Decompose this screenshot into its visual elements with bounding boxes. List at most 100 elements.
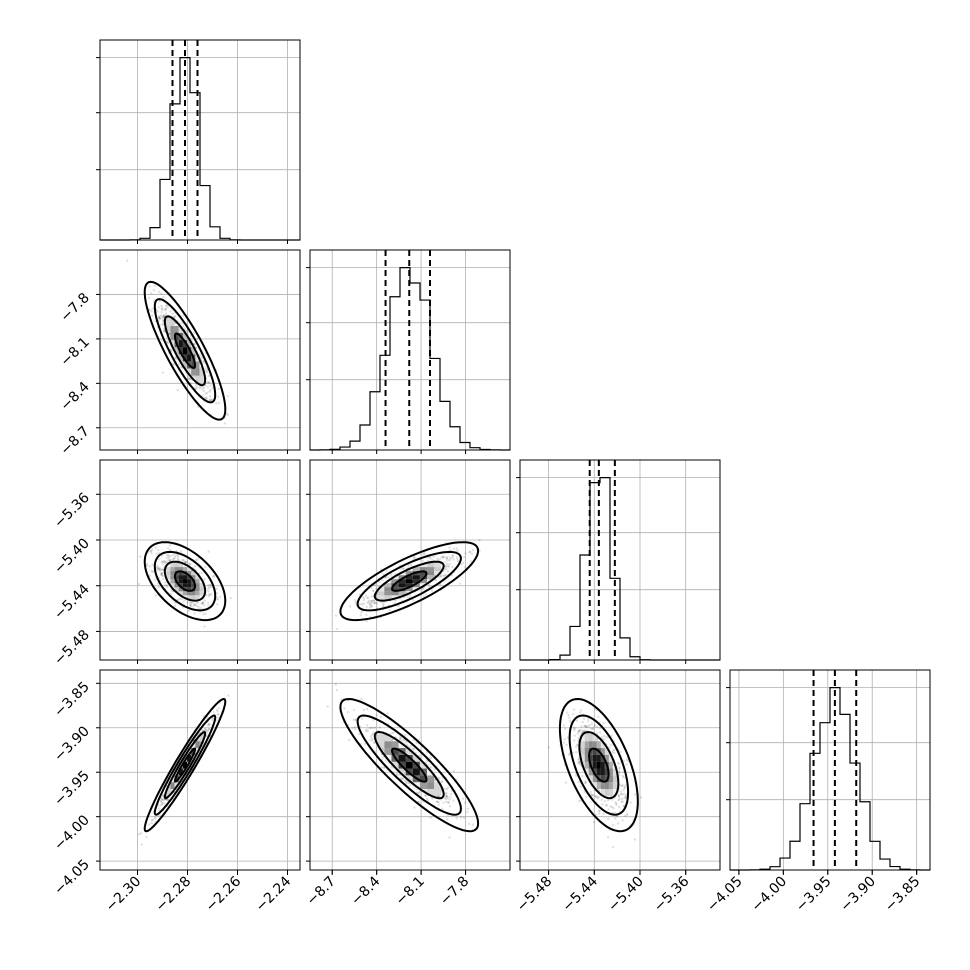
sample-point [593, 707, 596, 711]
sample-point [577, 758, 580, 761]
sample-point [441, 555, 445, 558]
sample-point [373, 741, 376, 744]
sample-point [445, 797, 448, 800]
panel-frame [309, 249, 511, 451]
sample-point [617, 761, 620, 765]
sample-point [160, 803, 164, 806]
density-cell [604, 754, 609, 762]
sample-point [211, 387, 214, 390]
sample-point [160, 574, 164, 577]
sample-point [427, 763, 430, 767]
sample-point [406, 596, 409, 599]
sample-point [578, 762, 581, 765]
density-cell [174, 563, 179, 568]
sample-point [373, 726, 377, 729]
sample-point [369, 603, 372, 606]
sample-point [166, 798, 170, 801]
sample-point [573, 727, 577, 730]
sample-point [404, 733, 407, 737]
sample-point [139, 831, 143, 835]
density-cell [199, 368, 204, 376]
density-cell [195, 575, 200, 580]
sample-point [157, 306, 160, 309]
contour-level-3 [143, 541, 227, 622]
sample-point [195, 384, 198, 387]
sample-point [207, 594, 210, 598]
sample-point [173, 363, 176, 367]
sample-point [613, 748, 616, 752]
sample-point [205, 397, 208, 400]
sample-point [153, 284, 157, 288]
density-cell [612, 782, 617, 790]
contour-level-0 [173, 570, 197, 592]
contour-level-1 [163, 560, 207, 602]
sample-point [446, 796, 449, 799]
sample-point [162, 314, 166, 317]
density-cell [398, 591, 406, 596]
sample-point [155, 552, 158, 556]
sample-point [378, 580, 381, 583]
sample-point [583, 729, 587, 732]
sample-point [589, 727, 592, 730]
sample-point [575, 719, 579, 722]
sample-point [189, 604, 192, 607]
sample-point [193, 604, 197, 607]
sample-point [446, 556, 449, 559]
sample-point [164, 309, 167, 312]
sample-point [443, 555, 446, 559]
sample-point [370, 600, 373, 603]
density-cell [391, 595, 399, 600]
density-cell [612, 789, 617, 796]
density-cell [170, 571, 175, 576]
sample-point [199, 606, 202, 610]
scatter-panel-2-3 [519, 669, 721, 871]
sample-point [629, 801, 633, 804]
sample-point [594, 794, 598, 798]
sample-point [198, 386, 202, 390]
sample-point [202, 603, 206, 606]
sample-point [448, 798, 451, 801]
density-cell [580, 748, 585, 755]
sample-point [367, 596, 370, 599]
sample-point [181, 597, 184, 601]
density-cell [592, 782, 597, 790]
sample-point [160, 310, 163, 314]
sample-point [166, 546, 170, 550]
sample-point [193, 612, 196, 615]
sample-point [394, 599, 397, 602]
y-tick-label: −8.1 [57, 334, 92, 369]
sample-point [613, 811, 617, 815]
sample-point [572, 739, 576, 742]
sample-point [577, 730, 581, 733]
sample-point [409, 594, 412, 597]
sample-point [369, 738, 372, 742]
sample-point [168, 543, 172, 547]
sample-point [363, 742, 367, 746]
density-cell [191, 347, 196, 355]
sample-point [573, 734, 577, 737]
sample-point [204, 392, 207, 395]
density-cell [427, 782, 435, 790]
sample-point [193, 343, 196, 346]
x-tick-label: −3.95 [793, 874, 835, 916]
density-cell [419, 761, 428, 769]
sample-point [583, 724, 586, 728]
sample-point [205, 396, 208, 399]
sample-point [429, 756, 432, 760]
sample-point [365, 730, 368, 733]
sample-point [621, 797, 624, 801]
sample-point [157, 316, 161, 319]
sample-point [166, 342, 169, 345]
sample-point [195, 558, 199, 562]
density-cell [419, 579, 428, 584]
x-tick-label: −3.90 [837, 874, 879, 916]
sample-point [207, 584, 210, 587]
sample-point [564, 781, 568, 784]
density-cell [187, 340, 192, 348]
sample-point [160, 568, 164, 571]
sample-point [611, 749, 615, 752]
density-cell [170, 567, 175, 572]
x-tick-label: −5.48 [514, 874, 556, 916]
density-cell [434, 571, 442, 576]
y-tick-label: −5.44 [51, 581, 93, 623]
